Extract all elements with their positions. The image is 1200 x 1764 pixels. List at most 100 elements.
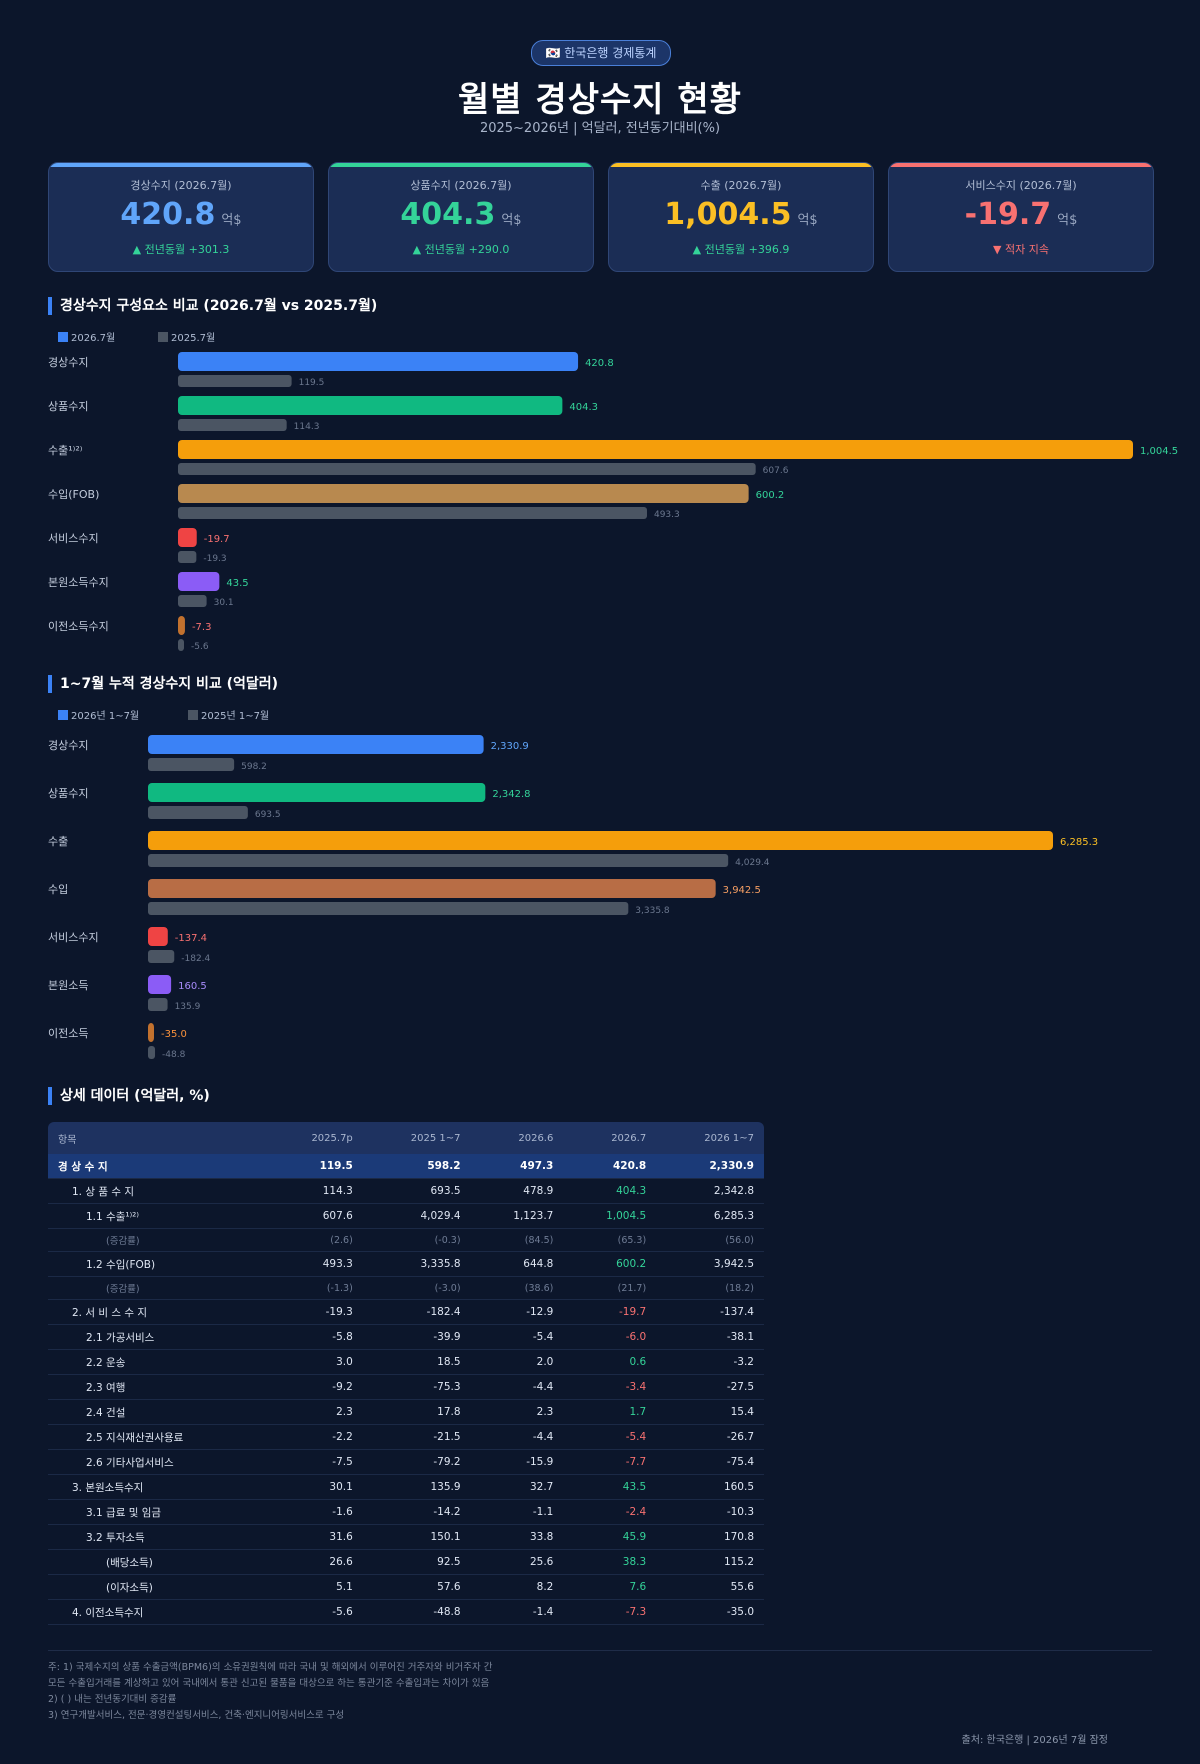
table-cell: 8.2	[470, 1574, 564, 1600]
col-header: 2025.7p	[268, 1122, 363, 1154]
table-cell: 0.6	[563, 1349, 657, 1375]
table-cell: -137.4	[656, 1299, 764, 1325]
table-cell: -10.3	[656, 1499, 764, 1525]
category-label: 수출	[48, 835, 68, 848]
table-cell: -21.5	[362, 1424, 471, 1450]
table-cell: 2,330.9	[656, 1154, 764, 1179]
col-header: 2025 1~7	[362, 1122, 471, 1154]
bar-current	[178, 572, 220, 591]
table-row: 2. 서 비 스 수 지 -19.3 -182.4 -12.9 -19.7 -137.4	[48, 1299, 764, 1325]
bar-prior	[178, 375, 292, 387]
table-cell: (-3.0)	[362, 1276, 471, 1300]
category-label: 상품수지	[48, 400, 88, 413]
table-cell: 32.7	[470, 1474, 564, 1500]
table-cell: -1.1	[470, 1499, 564, 1525]
table-cell: 2.3	[268, 1399, 363, 1425]
card-unit: 억$	[221, 213, 242, 228]
col-header: 2026 1~7	[656, 1122, 764, 1154]
table-header-row: 항목 2025.7p 2025 1~7 2026.6 2026.7 2026 1…	[48, 1122, 764, 1154]
bar-current	[148, 783, 486, 802]
table-cell: 55.6	[656, 1574, 764, 1600]
bar-value-label: -35.0	[161, 1029, 187, 1040]
card-unit: 억$	[1057, 213, 1078, 228]
bar-prior	[178, 551, 197, 563]
table-cell: -6.0	[563, 1324, 657, 1350]
footnotes: 주: 1) 국제수지의 상품 수출금액(BPM6)의 소유권원칙에 따라 국내 …	[48, 1660, 492, 1724]
table-cell: 114.3	[268, 1178, 363, 1204]
table-cell: -5.4	[563, 1424, 657, 1450]
table-cell: 607.6	[268, 1203, 363, 1229]
bar-value-label: -7.3	[192, 622, 212, 633]
bar-prior	[148, 1046, 156, 1059]
source-note: 출처: 한국은행 | 2026년 7월 잠정	[961, 1735, 1108, 1746]
card-label: 경상수지 (2026.7월)	[130, 179, 232, 192]
table-cell: 38.3	[563, 1549, 657, 1575]
bar-value-label: 3,335.8	[635, 906, 670, 916]
table-cell: 30.1	[268, 1474, 363, 1500]
table-title: 상세 데이터 (억달러, %)	[48, 1087, 210, 1105]
bar-value-label: 135.9	[175, 1002, 201, 1012]
bar-prior	[178, 419, 287, 431]
page-subtitle: 2025~2026년 | 억달러, 전년동기대비(%)	[479, 121, 721, 136]
card-label: 서비스수지 (2026.7월)	[965, 179, 1077, 192]
table-cell: (84.5)	[470, 1228, 564, 1252]
table-cell: 150.1	[362, 1524, 471, 1550]
table-cell: -5.6	[268, 1599, 363, 1625]
kpi-card-goods-balance: 상품수지 (2026.7월) 404.3 억$ ▲ 전년동월 +290.0	[328, 162, 594, 272]
bar-current	[148, 1023, 154, 1042]
table-row: 1.2 수입(FOB) 493.3 3,335.8 644.8 600.2 3,942.5	[48, 1251, 764, 1277]
bar-prior	[178, 595, 207, 607]
card-label: 수출 (2026.7월)	[700, 179, 782, 192]
table-row: 3.1 급료 및 임금 -1.6 -14.2 -1.1 -2.4 -10.3	[48, 1499, 764, 1525]
card-value-wrap: -19.7 억$	[889, 197, 1153, 232]
bar-value-label: 30.1	[214, 598, 234, 608]
col-header: 항목	[48, 1122, 268, 1154]
bar-value-label: 404.3	[569, 402, 598, 413]
row-label: 3.2 투자소득	[48, 1524, 268, 1550]
table-cell: 160.5	[656, 1474, 764, 1500]
table-cell: -39.9	[362, 1324, 471, 1350]
table-cell: 693.5	[362, 1178, 471, 1204]
table-cell: -5.4	[470, 1324, 564, 1350]
table-cell: -7.7	[563, 1449, 657, 1475]
table-cell: 31.6	[268, 1524, 363, 1550]
footnote-line: 주: 1) 국제수지의 상품 수출금액(BPM6)의 소유권원칙에 따라 국내 …	[48, 1662, 493, 1673]
bar-current	[148, 975, 172, 994]
bar-current	[148, 735, 484, 754]
table-cell: 33.8	[470, 1524, 564, 1550]
card-accent-bar	[329, 163, 593, 167]
table-row: 2.1 가공서비스 -5.8 -39.9 -5.4 -6.0 -38.1	[48, 1324, 764, 1350]
bar-value-label: 2,342.8	[492, 789, 530, 800]
bar-value-label: 1,004.5	[1140, 446, 1178, 457]
category-label: 수입	[48, 883, 68, 896]
table-cell: -38.1	[656, 1324, 764, 1350]
table-cell: (38.6)	[470, 1276, 564, 1300]
bar-value-label: 693.5	[255, 810, 281, 820]
table-row: (이자소득) 5.1 57.6 8.2 7.6 55.6	[48, 1574, 764, 1600]
detail-table: 항목 2025.7p 2025 1~7 2026.6 2026.7 2026 1…	[48, 1122, 764, 1625]
table-row-total: 경 상 수 지 119.5 598.2 497.3 420.8 2,330.9	[48, 1154, 764, 1179]
table-row: 2.6 기타사업서비스 -7.5 -79.2 -15.9 -7.7 -75.4	[48, 1449, 764, 1475]
table-cell: 2,342.8	[656, 1178, 764, 1204]
table-cell: (56.0)	[656, 1228, 764, 1252]
legend-label: 2026년 1~7월	[71, 711, 140, 722]
card-change: ▲ 전년동월 +290.0	[412, 243, 510, 256]
table-cell: 25.6	[470, 1549, 564, 1575]
bar-current	[178, 440, 1133, 459]
col-header: 2026.6	[470, 1122, 564, 1154]
table-cell: -5.8	[268, 1324, 363, 1350]
row-label: 1. 상 품 수 지	[48, 1178, 268, 1204]
chart2-legend-current: 2026년 1~7월	[58, 707, 139, 722]
category-label: 이전소득	[48, 1027, 88, 1040]
table-cell: (18.2)	[656, 1276, 764, 1300]
legend-swatch	[58, 332, 68, 342]
bar-value-label: 607.6	[763, 466, 789, 476]
table-cell: 497.3	[470, 1154, 564, 1179]
table-cell: -1.4	[470, 1599, 564, 1625]
footnote-line: 3) 연구개발서비스, 전문·경영컨설팅서비스, 건축·엔지니어링서비스로 구성	[48, 1710, 345, 1721]
table-row: 2.2 운송 3.0 18.5 2.0 0.6 -3.2	[48, 1349, 764, 1375]
legend-swatch	[188, 710, 198, 720]
table-cell: 17.8	[362, 1399, 471, 1425]
chart1-legend-prior: 2025.7월	[158, 329, 215, 344]
table-cell: -7.5	[268, 1449, 363, 1475]
